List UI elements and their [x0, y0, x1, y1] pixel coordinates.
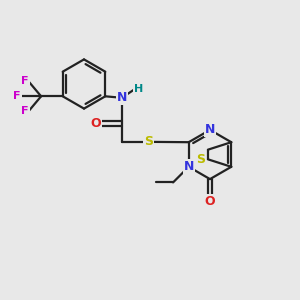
- Text: O: O: [90, 117, 101, 130]
- Text: H: H: [134, 84, 143, 94]
- Text: S: S: [196, 153, 205, 166]
- Text: N: N: [117, 91, 127, 104]
- Text: F: F: [21, 76, 28, 86]
- Text: S: S: [144, 135, 153, 148]
- Text: F: F: [21, 106, 28, 116]
- Text: N: N: [184, 160, 194, 173]
- Text: O: O: [205, 195, 215, 208]
- Text: N: N: [205, 123, 215, 136]
- Text: F: F: [13, 91, 21, 101]
